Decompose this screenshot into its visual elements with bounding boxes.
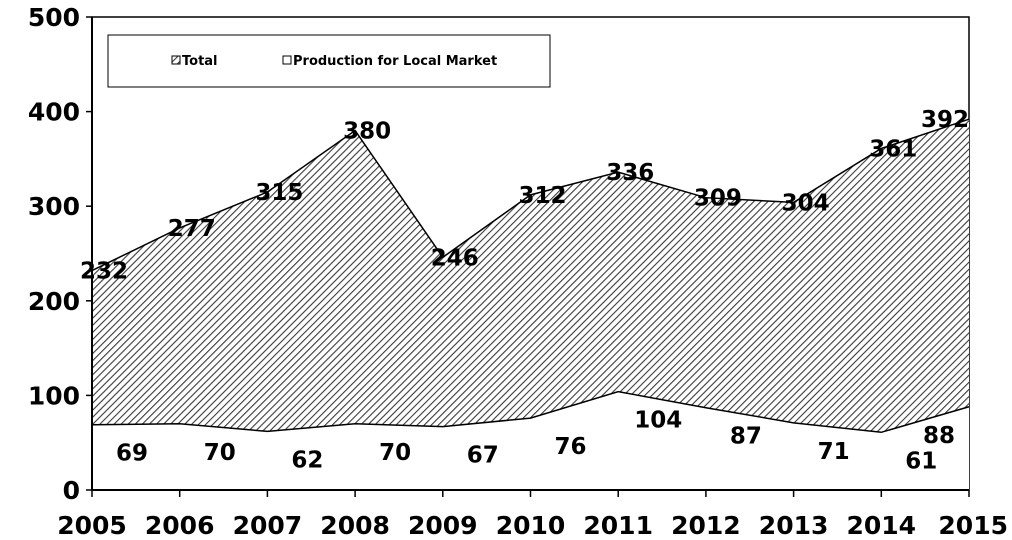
x-tick-label: 2008 bbox=[320, 511, 390, 540]
area-total bbox=[92, 119, 969, 491]
line-total bbox=[91, 118, 970, 272]
data-label-total: 392 bbox=[921, 107, 969, 133]
x-tick-label: 2013 bbox=[759, 511, 829, 540]
legend-label-local-market: Production for Local Market bbox=[293, 54, 497, 69]
x-tick-label: 2011 bbox=[583, 511, 653, 540]
x-tick-label: 2006 bbox=[145, 511, 215, 540]
data-label-total: 315 bbox=[255, 180, 303, 206]
area-production-local-market bbox=[92, 391, 969, 490]
data-label-total: 336 bbox=[606, 160, 654, 186]
legend-swatch-total bbox=[171, 55, 181, 65]
legend: Total Production for Local Market bbox=[107, 34, 551, 88]
legend-swatch-local bbox=[282, 55, 292, 65]
line-production-local-market bbox=[91, 390, 970, 434]
data-label-total: 380 bbox=[343, 119, 391, 145]
data-label-production-local-market: 104 bbox=[634, 408, 682, 434]
data-label-production-local-market: 61 bbox=[905, 448, 937, 474]
data-label-production-local-market: 87 bbox=[730, 424, 762, 450]
data-label-production-local-market: 70 bbox=[204, 440, 236, 466]
y-tick-label: 500 bbox=[28, 3, 80, 32]
data-label-production-local-market: 71 bbox=[818, 439, 850, 465]
data-label-total: 232 bbox=[80, 259, 128, 285]
data-label-production-local-market: 67 bbox=[467, 443, 499, 469]
data-label-production-local-market: 88 bbox=[923, 423, 955, 449]
areas bbox=[91, 118, 970, 491]
data-label-total: 304 bbox=[782, 190, 830, 216]
x-tick-label: 2014 bbox=[847, 511, 917, 540]
data-label-total: 246 bbox=[431, 245, 479, 271]
data-label-total: 361 bbox=[869, 136, 917, 162]
legend-label-total: Total bbox=[182, 54, 218, 69]
y-tick-label: 0 bbox=[63, 476, 80, 505]
y-tick-label: 400 bbox=[28, 98, 80, 127]
x-tick-label: 2005 bbox=[57, 511, 127, 540]
legend-box bbox=[107, 34, 551, 88]
data-label-production-local-market: 76 bbox=[554, 434, 586, 460]
y-tick-label: 200 bbox=[28, 287, 80, 316]
data-label-total: 312 bbox=[518, 183, 566, 209]
x-tick-label: 2010 bbox=[496, 511, 566, 540]
x-tick-label: 2007 bbox=[233, 511, 303, 540]
x-tick-label: 2009 bbox=[408, 511, 478, 540]
x-tick-label: 2015 bbox=[938, 511, 1008, 540]
data-label-production-local-market: 62 bbox=[291, 447, 323, 473]
data-label-total: 277 bbox=[168, 216, 216, 242]
axes: 0 100 200 300 400 500 2005 2006 2007 2008 2009 2010… bbox=[28, 3, 1008, 540]
y-tick-label: 100 bbox=[28, 381, 80, 410]
data-label-production-local-market: 70 bbox=[379, 440, 411, 466]
data-label-production-local-market: 69 bbox=[116, 441, 148, 467]
y-tick-label: 300 bbox=[28, 192, 80, 221]
data-label-total: 309 bbox=[694, 186, 742, 212]
x-tick-label: 2012 bbox=[671, 511, 741, 540]
